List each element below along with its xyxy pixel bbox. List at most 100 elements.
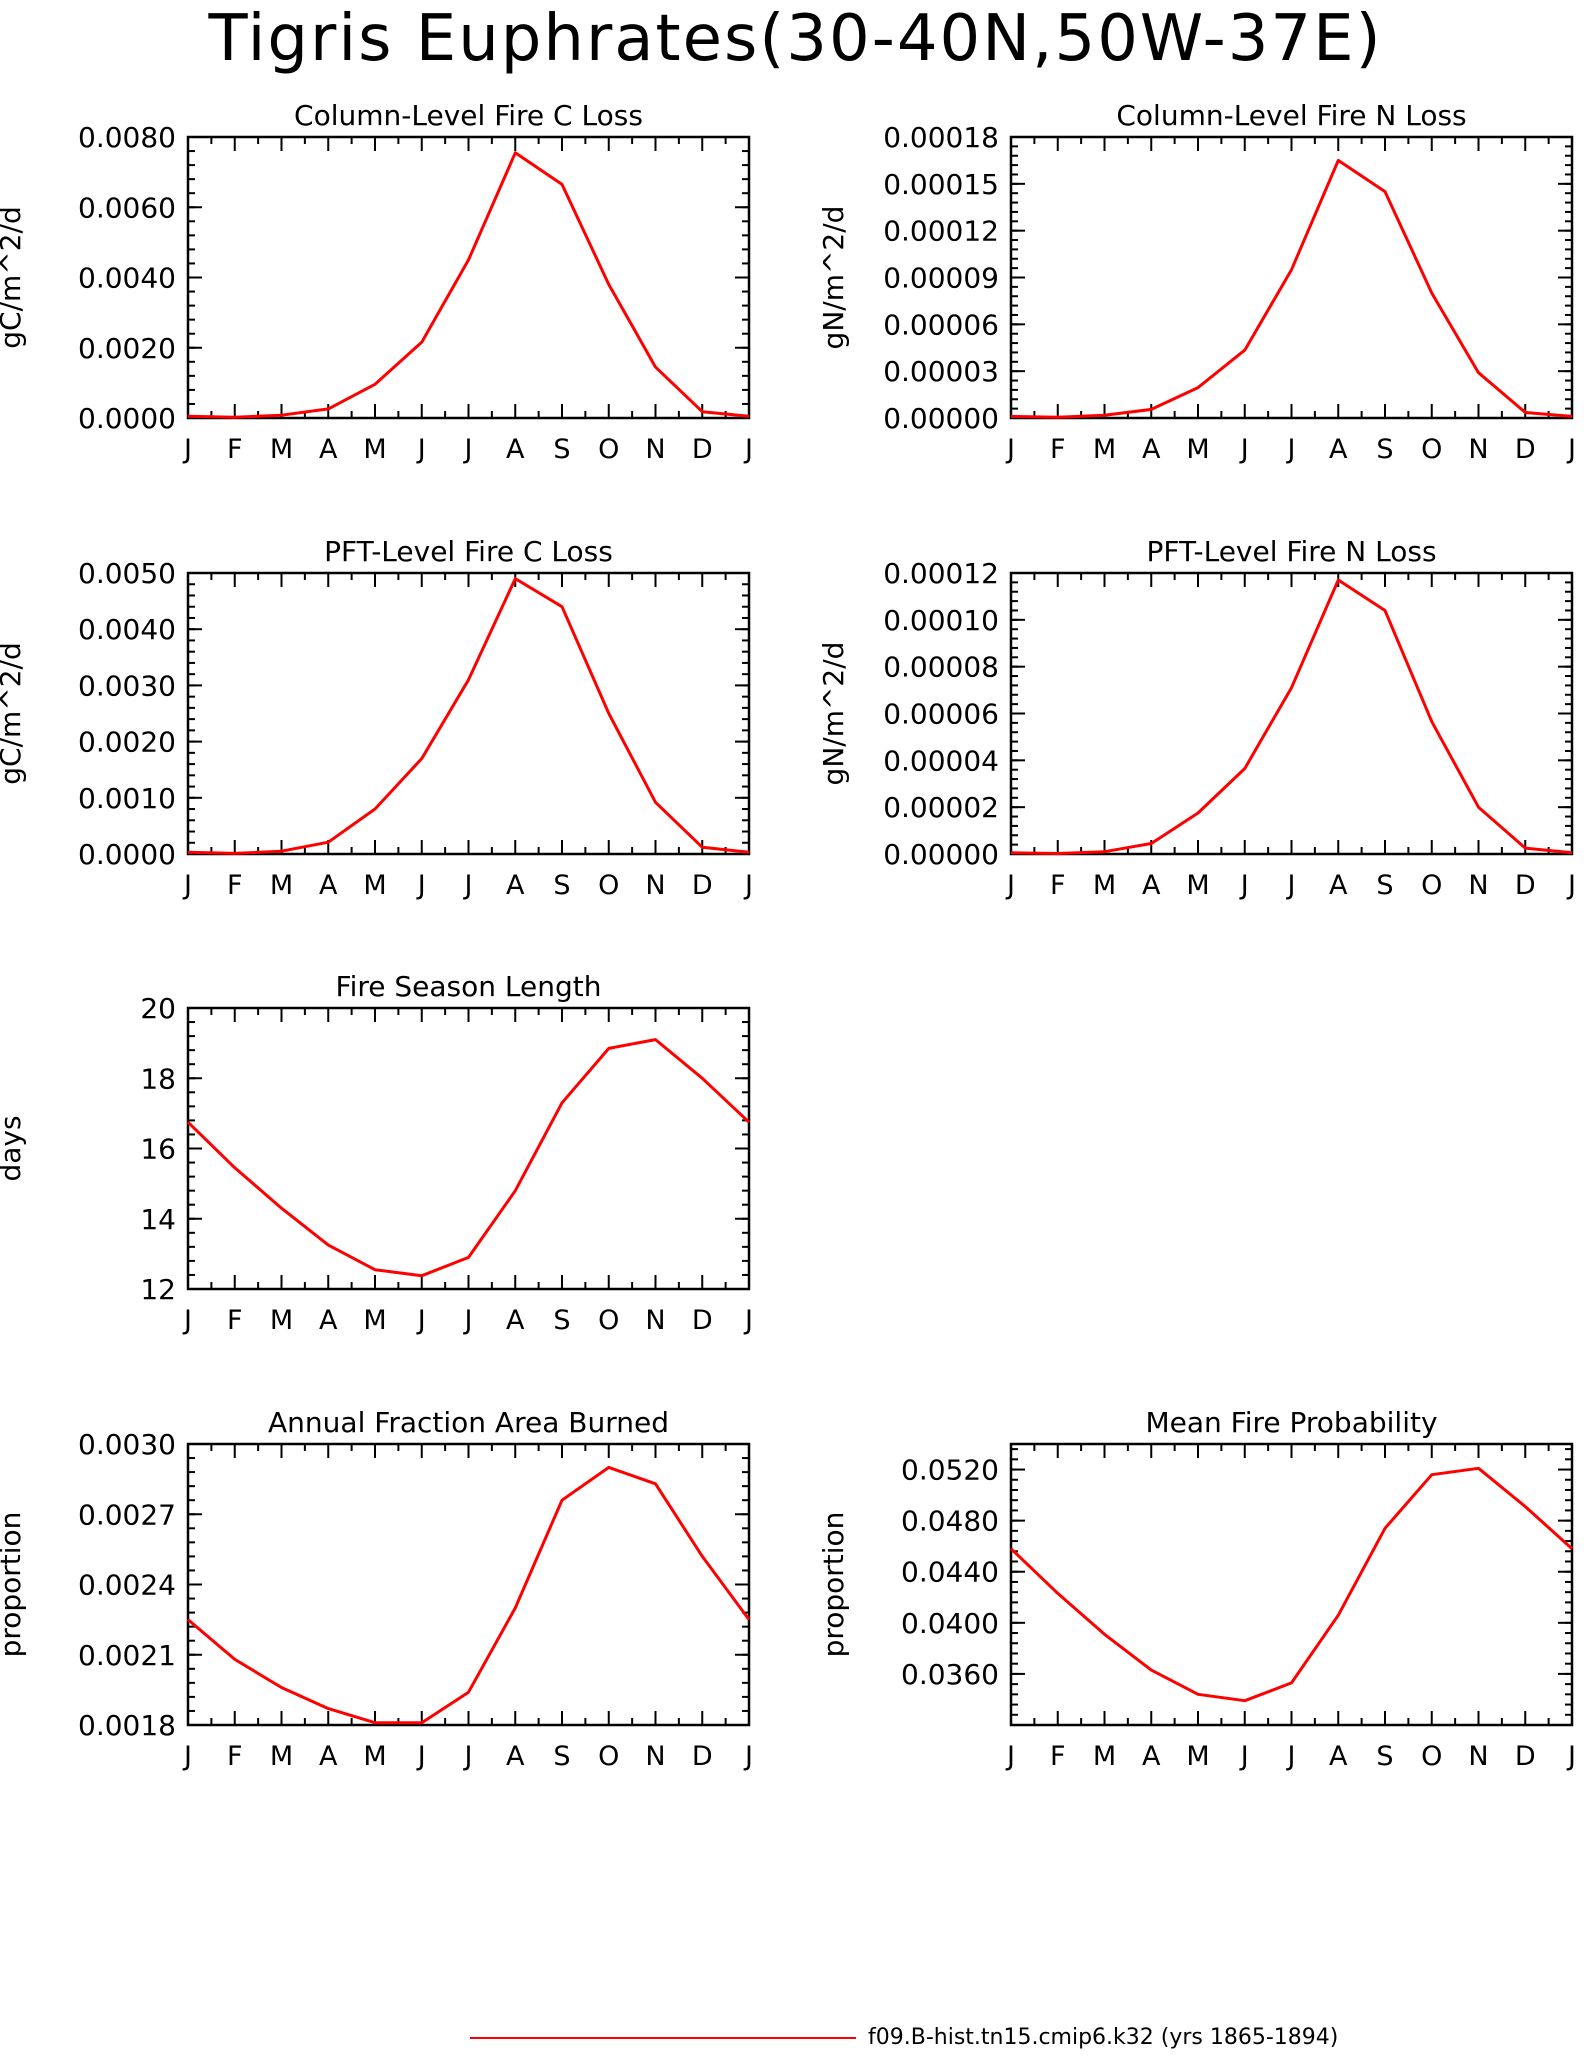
- y-tick-label: 0.0040: [78, 262, 176, 295]
- series-line: [1010, 578, 1573, 855]
- y-tick-label: 0.00009: [883, 262, 999, 295]
- x-tick-label: M: [1186, 1741, 1209, 1772]
- series-line: [187, 577, 750, 855]
- y-tick-label: 0.00006: [883, 698, 999, 731]
- y-tick-label: 0.0400: [901, 1607, 999, 1640]
- x-tick-label: O: [598, 1741, 619, 1772]
- x-tick-label: A: [1142, 1741, 1161, 1772]
- series-line: [186, 1038, 751, 1278]
- x-tick-label: D: [692, 1741, 713, 1772]
- x-tick-label: F: [227, 434, 243, 465]
- y-tick-label: 0.00012: [883, 557, 999, 590]
- x-tick-label: A: [506, 870, 525, 901]
- x-tick-label: S: [1376, 434, 1393, 465]
- x-tick-label: F: [227, 1741, 243, 1772]
- x-tick-label: O: [598, 434, 619, 465]
- y-tick-label: 20: [140, 992, 176, 1025]
- y-tick-label: 0.00000: [883, 838, 999, 871]
- y-tick-label: 0.0480: [901, 1505, 999, 1538]
- y-tick-label: 0.00000: [883, 402, 999, 435]
- y-tick-label: 0.00002: [883, 791, 999, 824]
- x-tick-label: S: [1376, 870, 1393, 901]
- x-tick-label: D: [1515, 1741, 1536, 1772]
- x-tick-label: M: [270, 434, 293, 465]
- y-tick-label: 0.0060: [78, 191, 176, 224]
- x-tick-label: S: [553, 870, 570, 901]
- series-line: [187, 151, 750, 419]
- x-tick-label: M: [270, 1305, 293, 1336]
- chart-panel: J F M A M J J A S O N D J0.00180.00210.00240.00270.0…: [0, 1406, 753, 1772]
- figure-title: Tigris Euphrates(30-40N,50W-37E): [208, 2, 1383, 76]
- x-tick-label: N: [645, 434, 665, 465]
- y-tick-label: 0.0020: [78, 726, 176, 759]
- x-tick-label: J: [416, 1305, 426, 1336]
- x-tick-label: J: [416, 1741, 426, 1772]
- x-tick-label: J: [743, 1305, 753, 1336]
- x-tick-label: A: [319, 870, 338, 901]
- y-axis-label: proportion: [817, 1512, 850, 1658]
- x-tick-label: A: [1329, 1741, 1348, 1772]
- x-tick-label: D: [692, 870, 713, 901]
- x-tick-label: J: [1239, 870, 1249, 901]
- legend-line-swatch: [470, 2037, 856, 2039]
- x-tick-label: S: [553, 1741, 570, 1772]
- chart-panel: J F M A M J J A S O N D J0.03600.04000.04400.04800.0…: [817, 1406, 1576, 1772]
- y-tick-label: 12: [140, 1273, 176, 1306]
- x-tick-label: O: [1421, 1741, 1442, 1772]
- x-tick-label: J: [1286, 870, 1296, 901]
- y-tick-label: 14: [140, 1203, 176, 1236]
- x-tick-label: M: [270, 870, 293, 901]
- x-tick-label: J: [182, 434, 192, 465]
- y-axis-label: gN/m^2/d: [817, 206, 850, 350]
- x-tick-label: M: [363, 1741, 386, 1772]
- panel-title: PFT-Level Fire N Loss: [1146, 535, 1436, 568]
- x-tick-label: A: [506, 434, 525, 465]
- y-tick-label: 0.0010: [78, 782, 176, 815]
- y-tick-label: 0.0030: [78, 669, 176, 702]
- x-tick-label: M: [363, 1305, 386, 1336]
- x-tick-label: J: [1239, 1741, 1249, 1772]
- y-tick-label: 0.0360: [901, 1658, 999, 1691]
- x-tick-label: N: [1468, 1741, 1488, 1772]
- x-tick-label: J: [1566, 870, 1576, 901]
- chart-panel: J F M A M J J A S O N D J0.00000.00200.00400.00600.0…: [0, 99, 753, 465]
- x-tick-label: A: [1329, 434, 1348, 465]
- y-tick-label: 0.00015: [883, 168, 999, 201]
- y-tick-label: 0.0030: [78, 1428, 176, 1461]
- x-tick-label: F: [227, 870, 243, 901]
- x-tick-label: J: [743, 434, 753, 465]
- panel-title: Column-Level Fire N Loss: [1116, 99, 1466, 132]
- x-tick-label: J: [1005, 870, 1015, 901]
- panel-title: Column-Level Fire C Loss: [294, 99, 643, 132]
- x-tick-label: J: [1286, 1741, 1296, 1772]
- x-tick-label: A: [1329, 870, 1348, 901]
- x-tick-label: A: [319, 1305, 338, 1336]
- y-tick-label: 0.0027: [78, 1498, 176, 1531]
- plot-frame: [1009, 135, 1574, 420]
- y-tick-label: 0.00012: [883, 215, 999, 248]
- series-line: [187, 1465, 751, 1725]
- x-tick-label: N: [645, 870, 665, 901]
- panel-title: Mean Fire Probability: [1145, 1406, 1437, 1439]
- x-tick-label: O: [1421, 434, 1442, 465]
- y-axis-label: gC/m^2/d: [0, 206, 27, 349]
- x-tick-label: J: [1286, 434, 1296, 465]
- x-tick-label: J: [743, 870, 753, 901]
- x-tick-label: O: [598, 870, 619, 901]
- x-tick-label: N: [645, 1305, 665, 1336]
- series-line: [1009, 1466, 1574, 1703]
- x-tick-label: A: [319, 434, 338, 465]
- x-tick-label: J: [182, 870, 192, 901]
- x-tick-label: F: [1050, 870, 1066, 901]
- y-tick-label: 0.0080: [78, 121, 176, 154]
- y-tick-label: 0.0520: [901, 1454, 999, 1487]
- x-tick-label: F: [1050, 1741, 1066, 1772]
- plot-frame: [1009, 571, 1574, 856]
- y-tick-label: 0.0000: [78, 402, 176, 435]
- x-tick-label: A: [1142, 434, 1161, 465]
- x-tick-label: N: [1468, 434, 1488, 465]
- x-tick-label: M: [1186, 870, 1209, 901]
- x-tick-label: M: [1093, 1741, 1116, 1772]
- y-tick-label: 0.0440: [901, 1556, 999, 1589]
